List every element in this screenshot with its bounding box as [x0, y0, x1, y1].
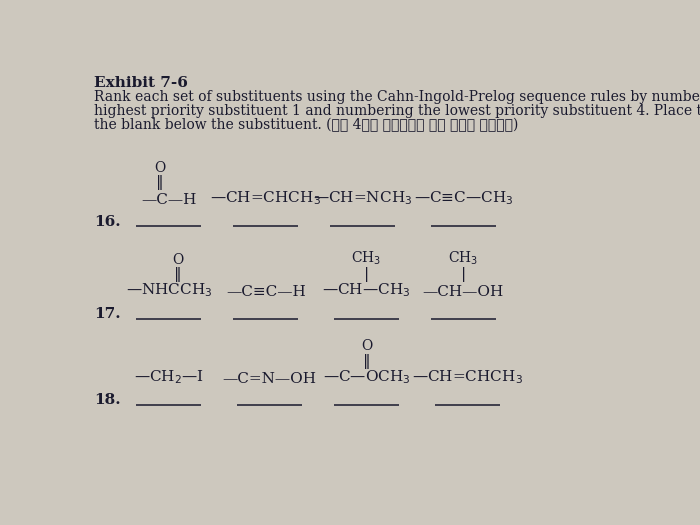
Text: —CH—OH: —CH—OH: [423, 286, 504, 299]
Text: highest priority substituent 1 and numbering the lowest priority substituent 4. : highest priority substituent 1 and numbe…: [94, 104, 700, 118]
Text: |: |: [461, 267, 466, 282]
Text: —NHCCH$_3$: —NHCCH$_3$: [125, 282, 212, 299]
Text: —C≡C—CH$_3$: —C≡C—CH$_3$: [414, 190, 513, 207]
Text: Rank each set of substituents using the Cahn-Ingold-Prelog sequence rules by num: Rank each set of substituents using the …: [94, 90, 700, 104]
Text: CH$_3$: CH$_3$: [351, 250, 382, 267]
Text: —CH—CH$_3$: —CH—CH$_3$: [322, 282, 411, 299]
Text: —C—OCH$_3$: —C—OCH$_3$: [323, 368, 410, 386]
Text: ‖: ‖: [174, 267, 182, 282]
Text: |: |: [364, 267, 369, 282]
Text: CH$_3$: CH$_3$: [448, 250, 479, 267]
Text: O: O: [361, 339, 372, 353]
Text: 16.: 16.: [94, 215, 120, 228]
Text: the blank below the substituent. (아래 4가지 화합물간의 우선 순위를 적으시오): the blank below the substituent. (아래 4가지…: [94, 118, 518, 132]
Text: —CH$_2$—I: —CH$_2$—I: [134, 368, 204, 386]
Text: 17.: 17.: [94, 307, 120, 321]
Text: —C=N—OH: —C=N—OH: [223, 372, 316, 386]
Text: —CH=CHCH$_3$: —CH=CHCH$_3$: [412, 368, 523, 386]
Text: ‖: ‖: [363, 354, 370, 369]
Text: —C—H: —C—H: [141, 193, 197, 207]
Text: —CH=CHCH$_3$: —CH=CHCH$_3$: [210, 190, 321, 207]
Text: 18.: 18.: [94, 393, 120, 407]
Text: O: O: [173, 253, 184, 267]
Text: ‖: ‖: [156, 175, 163, 190]
Text: O: O: [154, 161, 165, 175]
Text: —C≡C—H: —C≡C—H: [226, 286, 306, 299]
Text: Exhibit 7-6: Exhibit 7-6: [94, 76, 188, 90]
Text: —CH=NCH$_3$: —CH=NCH$_3$: [313, 190, 412, 207]
